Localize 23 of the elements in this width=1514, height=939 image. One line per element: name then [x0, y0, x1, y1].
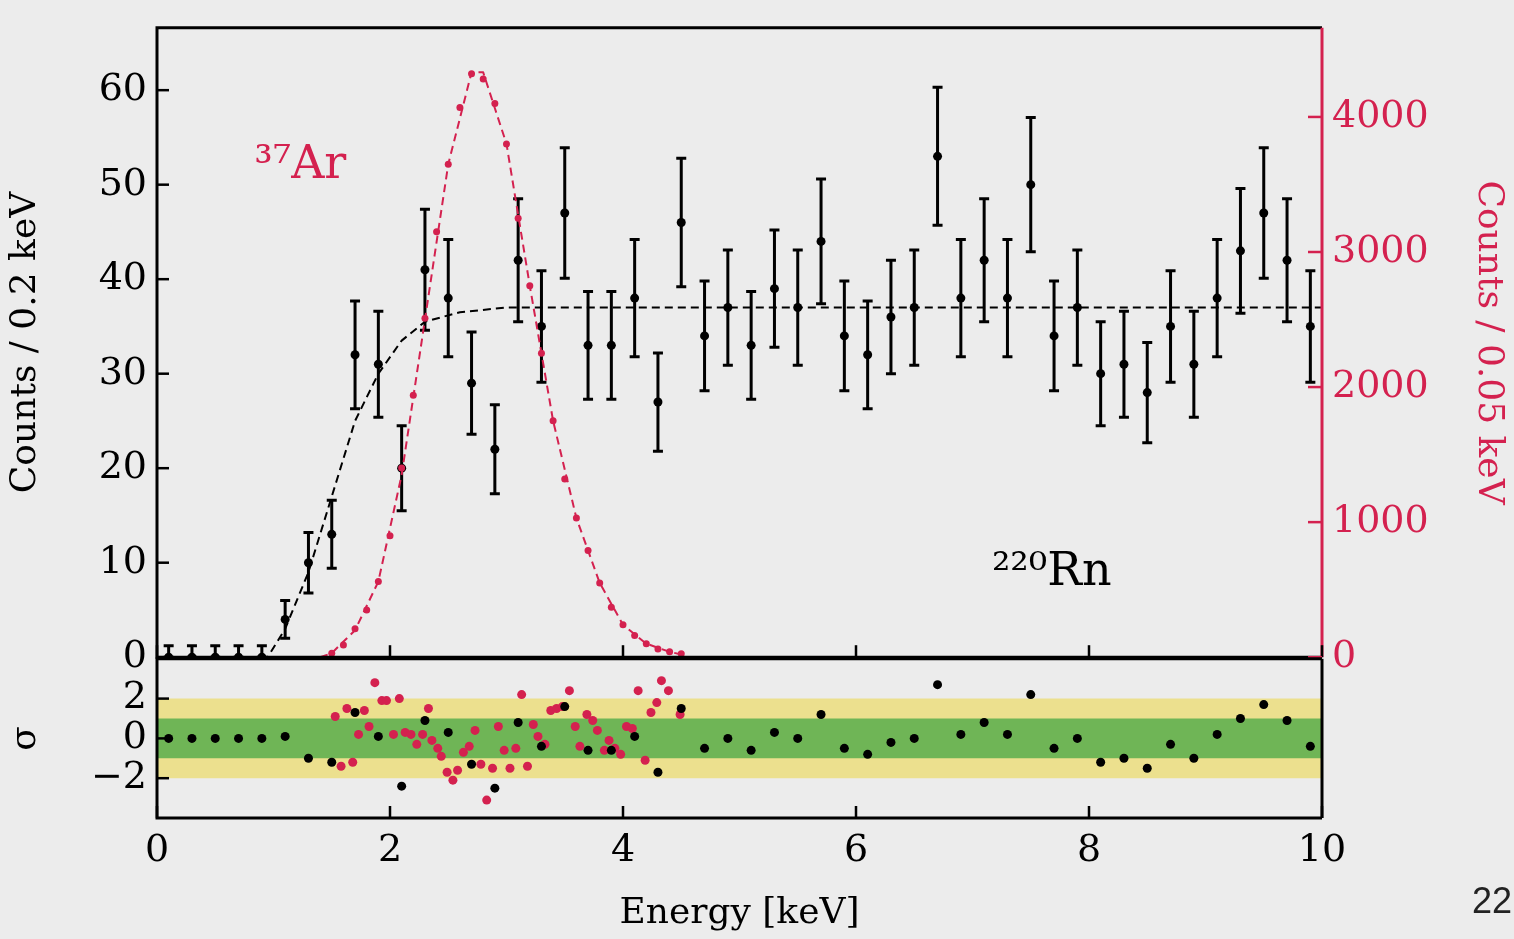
y-tick-label: 50 — [98, 159, 147, 204]
x-tick-label: 6 — [843, 825, 869, 870]
y2-tick-label: 0 — [1332, 632, 1357, 677]
x-tick-label: 2 — [377, 825, 403, 870]
x-tick-label: 8 — [1076, 825, 1102, 870]
y-tick-label: 10 — [98, 537, 147, 582]
y2-tick-label: 3000 — [1332, 226, 1429, 271]
y2-tick-label: 2000 — [1332, 361, 1429, 406]
y2-tick-label: 4000 — [1332, 91, 1429, 136]
y-tick-label: 60 — [98, 65, 147, 110]
y2-tick-label: 1000 — [1332, 497, 1429, 542]
y-tick-label: 20 — [98, 443, 147, 488]
y-axis-title: Counts / 0.2 keV — [1, 190, 43, 494]
y-tick-label: 30 — [98, 348, 147, 393]
text: ³⁷Ar — [254, 135, 347, 190]
text: 22 — [1471, 879, 1512, 921]
y-axis-title: σ — [1, 726, 43, 751]
x-axis-title: Energy [keV] — [619, 889, 860, 931]
y-tick-label: 40 — [98, 254, 147, 299]
x-tick-label: 4 — [610, 825, 636, 870]
text: ²²⁰Rn — [991, 542, 1112, 597]
y2-axis-title: Counts / 0.05 keV — [1471, 180, 1513, 506]
x-tick-label: 10 — [1297, 825, 1347, 870]
